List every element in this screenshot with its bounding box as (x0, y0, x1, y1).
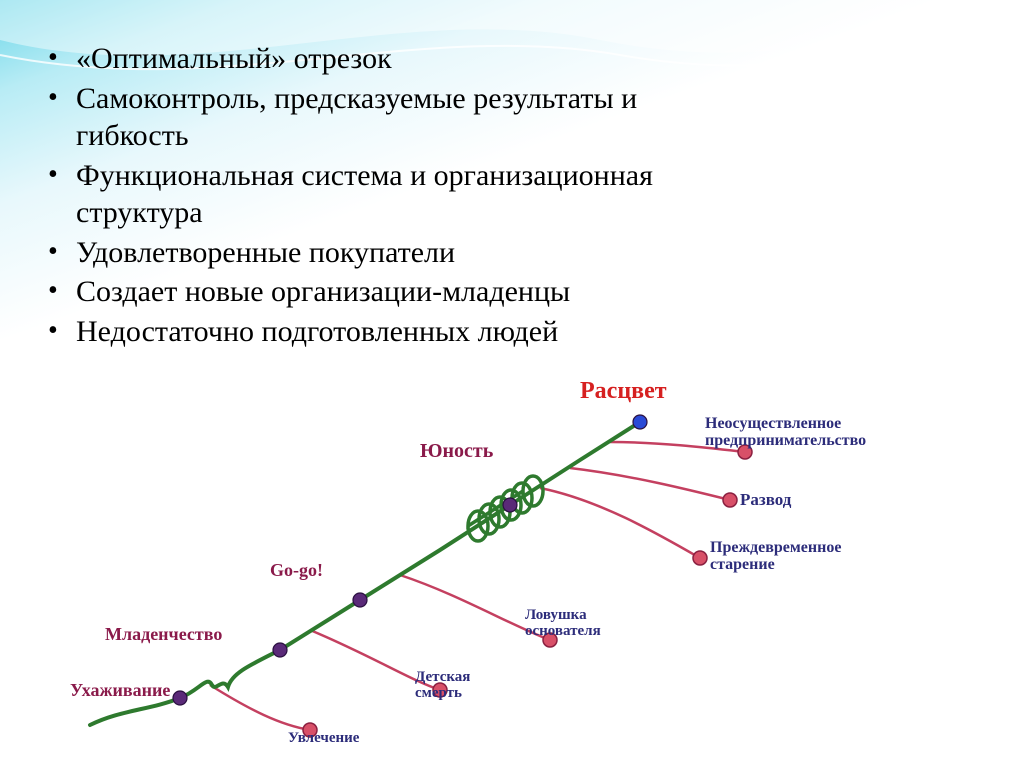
branch-end-node (693, 551, 707, 565)
heading-label: Расцвет (580, 378, 667, 405)
stage-label: Go-go! (270, 560, 323, 581)
bullet-item: Функциональная система и организационная… (40, 157, 680, 232)
stage-label: Младенчество (105, 624, 222, 645)
branch-curve (210, 685, 310, 730)
bullet-item: Самоконтроль, предсказуемые результаты и… (40, 80, 680, 155)
stage-label: Ухаживание (70, 680, 170, 701)
branch-label: Преждевременноестарение (710, 540, 841, 574)
stage-node (353, 593, 367, 607)
bullet-list: «Оптимальный» отрезок Самоконтроль, пред… (40, 40, 680, 352)
stage-node (173, 691, 187, 705)
bullet-item: Создает новые организации-младенцы (40, 273, 680, 311)
main-lifecycle-curve (90, 422, 640, 725)
branch-label: Увлечение (288, 730, 359, 747)
branch-curve (570, 468, 730, 500)
stage-label: Юность (420, 440, 493, 463)
stage-node (503, 498, 517, 512)
branch-label: Детскаясмерть (415, 670, 470, 702)
stage-node (633, 415, 647, 429)
bullet-item: Удовлетворенные покупатели (40, 234, 680, 272)
bullet-item: Недостаточно подготовленных людей (40, 313, 680, 351)
branch-label: Ловушкаоснователя (525, 608, 601, 640)
lifecycle-diagram: УхаживаниеМладенчествоGo-go!ЮностьРасцве… (80, 380, 960, 750)
branch-label: Неосуществленноепредпринимательство (705, 416, 866, 450)
branch-label: Развод (740, 490, 791, 510)
branch-curve (540, 488, 700, 558)
branch-end-node (723, 493, 737, 507)
stage-node (273, 643, 287, 657)
bullet-item: «Оптимальный» отрезок (40, 40, 680, 78)
